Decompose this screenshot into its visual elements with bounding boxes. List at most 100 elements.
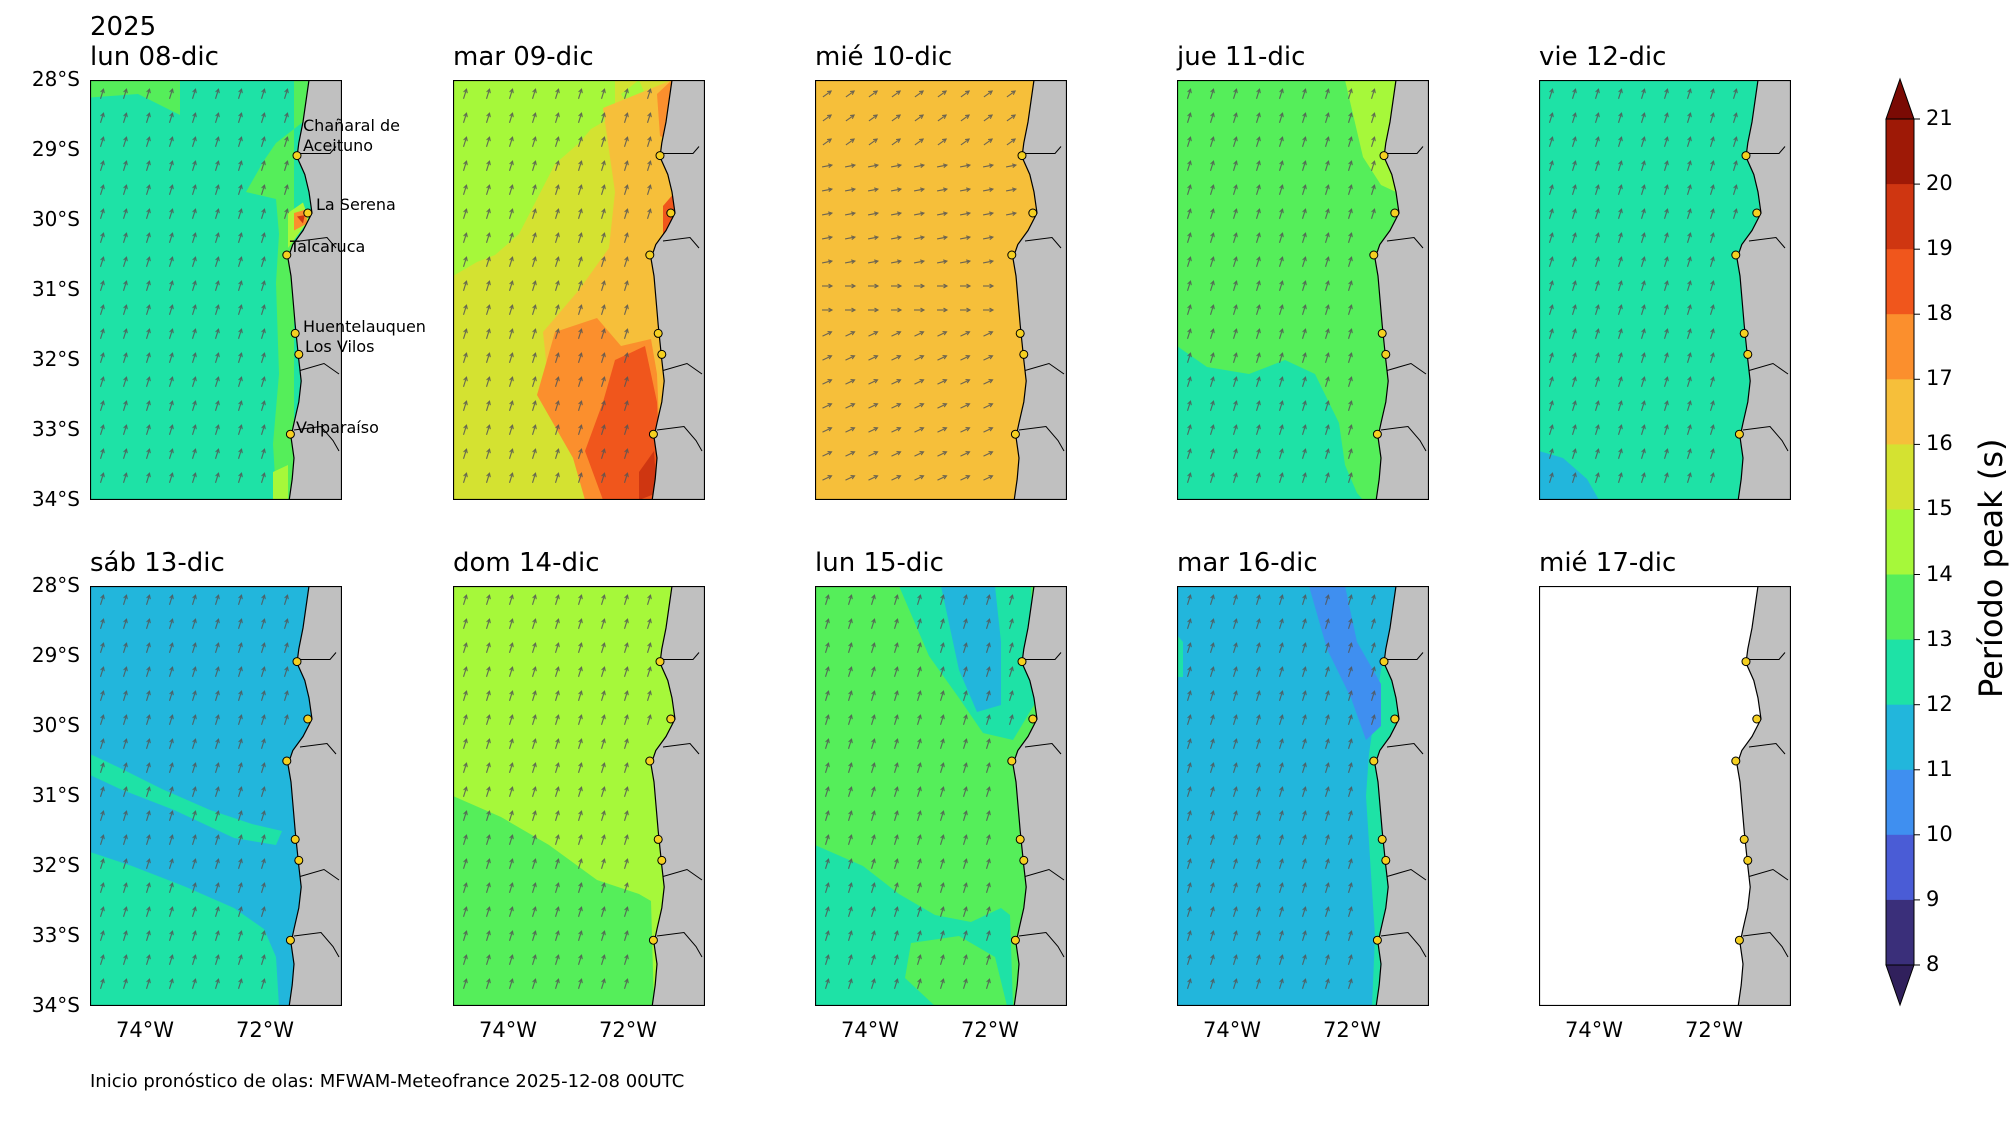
station-marker (1734, 935, 1744, 945)
station-marker (1007, 756, 1017, 766)
colorbar-tick-label: 17 (1926, 366, 1953, 391)
lon-tick-label: 74°W (1203, 1018, 1261, 1042)
map-panel (1177, 80, 1429, 500)
colorbar-tick-label: 8 (1926, 952, 1940, 976)
station-marker (1741, 657, 1751, 667)
station-marker (282, 756, 292, 766)
border-line (1025, 146, 1062, 154)
colorbar-segment (1886, 249, 1914, 315)
station-marker (648, 429, 658, 439)
border-line (300, 146, 337, 154)
place-label: Huentelauquen (303, 317, 426, 337)
station-marker (648, 935, 658, 945)
border-line (1742, 425, 1789, 452)
lat-tick-label: 32°S (31, 347, 80, 371)
station-marker (294, 855, 304, 865)
colorbar-tick-label: 20 (1926, 171, 1953, 196)
colorbar-segment (1886, 834, 1914, 901)
wave-direction-arrows (1548, 88, 1738, 483)
border-line (299, 236, 337, 249)
land-area (1013, 80, 1067, 500)
border-line (663, 652, 700, 660)
station-marker (1028, 714, 1038, 724)
station-marker (657, 855, 667, 865)
lat-tick-label: 31°S (31, 783, 80, 807)
border-line (299, 362, 340, 375)
lon-tick-label: 72°W (599, 1018, 657, 1042)
place-label-line: Huentelauquen (303, 317, 426, 336)
land-area (651, 586, 705, 1006)
station-marker (1381, 855, 1391, 865)
border-line (1387, 652, 1424, 660)
panel-title: sáb 13-dic (90, 548, 225, 578)
period-contour (273, 465, 288, 500)
station-marker (655, 657, 665, 667)
station-marker (1739, 328, 1749, 338)
lat-tick-label: 34°S (31, 993, 80, 1017)
station-marker (645, 250, 655, 260)
wave-direction-arrows (1186, 594, 1376, 989)
border-line (1386, 868, 1427, 881)
station-marker (1379, 151, 1389, 161)
colorbar-segment (1886, 184, 1914, 250)
colorbar-segment (1886, 769, 1914, 836)
lon-tick-label: 72°W (1685, 1018, 1743, 1042)
map-panel (815, 586, 1067, 1006)
lon-tick-label: 74°W (116, 1018, 174, 1042)
border-line (1748, 868, 1789, 881)
border-line (299, 868, 340, 881)
border-line (662, 868, 703, 881)
colorbar-tick-label: 18 (1926, 301, 1953, 326)
map-panel (90, 586, 342, 1006)
border-line (1018, 931, 1065, 958)
land-area (1737, 586, 1791, 1006)
period-contour (1539, 451, 1599, 500)
map-panel (453, 80, 705, 500)
colorbar-segment (1886, 574, 1914, 641)
border-line (662, 362, 703, 375)
land-area (288, 586, 342, 1006)
colorbar-tick-label: 19 (1926, 236, 1953, 261)
lat-tick-label: 33°S (31, 923, 80, 947)
wave-period-map (815, 80, 1067, 500)
period-contour (585, 346, 660, 500)
colorbar-segment (1886, 899, 1914, 966)
station-marker (1752, 208, 1762, 218)
land-area (1375, 586, 1429, 1006)
place-label-line: Aceituno (303, 136, 374, 155)
lat-tick-label: 30°S (31, 713, 80, 737)
lat-tick-label: 31°S (31, 277, 80, 301)
wave-period-map (815, 586, 1067, 1006)
period-contour (90, 852, 279, 1006)
lon-tick-label: 72°W (961, 1018, 1019, 1042)
colorbar-tick-label: 13 (1926, 626, 1953, 651)
place-label: Chañaral de Aceituno (303, 116, 400, 156)
border-line (1380, 425, 1427, 452)
station-marker (290, 328, 300, 338)
station-marker (1010, 935, 1020, 945)
station-marker (1377, 328, 1387, 338)
lon-tick-label: 72°W (236, 1018, 294, 1042)
wave-period-map (453, 586, 705, 1006)
land-area (1013, 586, 1067, 1006)
lat-tick-label: 28°S (31, 67, 80, 91)
panel-title: jue 11-dic (1177, 42, 1306, 72)
station-marker (657, 349, 667, 359)
border-line (1742, 931, 1789, 958)
colorbar-segment (1886, 509, 1914, 576)
wave-direction-arrows (99, 88, 289, 483)
colorbar-segment (1886, 119, 1914, 185)
border-line (1749, 652, 1786, 660)
station-marker (1372, 935, 1382, 945)
period-contour (941, 586, 1001, 712)
wave-direction-arrows (1186, 88, 1376, 483)
station-marker (1372, 429, 1382, 439)
station-marker (1028, 208, 1038, 218)
wave-direction-arrows (462, 88, 652, 483)
border-line (1748, 742, 1786, 755)
lat-tick-label: 34°S (31, 487, 80, 511)
place-label: Los Vilos (305, 337, 374, 357)
station-marker (303, 714, 313, 724)
station-marker (1019, 349, 1029, 359)
